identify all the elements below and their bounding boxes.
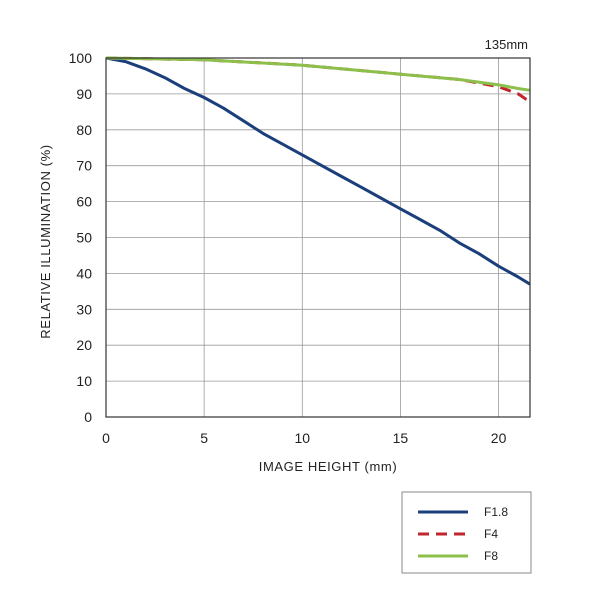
x-axis-title: IMAGE HEIGHT (mm)	[259, 459, 398, 474]
x-tick-label: 10	[295, 430, 311, 446]
legend-label: F1.8	[484, 505, 508, 519]
plot-frame	[105, 57, 531, 418]
x-tick-label: 20	[491, 430, 507, 446]
legend-label: F8	[484, 549, 498, 563]
y-tick-label: 30	[76, 301, 92, 317]
focal-length-label: 135mm	[485, 37, 528, 52]
y-tick-label: 50	[76, 230, 92, 246]
x-tick-label: 0	[102, 430, 110, 446]
legend-box	[401, 491, 532, 574]
legend-items: F1.8 F4 F8	[418, 505, 508, 563]
y-axis-title: RELATIVE ILLUMINATION (%)	[38, 144, 53, 338]
y-tick-label: 80	[76, 122, 92, 138]
y-tick-label: 0	[84, 409, 92, 425]
y-tick-label: 60	[76, 194, 92, 210]
y-tick-label: 90	[76, 86, 92, 102]
y-tick-labels: 0 10 20 30 40 50 60 70 80 90 100	[69, 50, 93, 425]
legend: F1.8 F4 F8	[401, 491, 532, 574]
series-line-f8	[105, 56, 531, 92]
series-lines	[105, 56, 531, 286]
y-tick-label: 40	[76, 265, 92, 281]
y-tick-label: 70	[76, 158, 92, 174]
x-tick-label: 15	[393, 430, 409, 446]
x-tick-labels: 0 5 10 15 20	[102, 430, 506, 446]
x-tick-label: 5	[200, 430, 208, 446]
series-line-f1-8	[105, 56, 531, 286]
y-tick-label: 10	[76, 373, 92, 389]
y-tick-label: 20	[76, 337, 92, 353]
y-tick-label: 100	[69, 50, 93, 66]
legend-label: F4	[484, 527, 498, 541]
grid	[105, 57, 530, 418]
